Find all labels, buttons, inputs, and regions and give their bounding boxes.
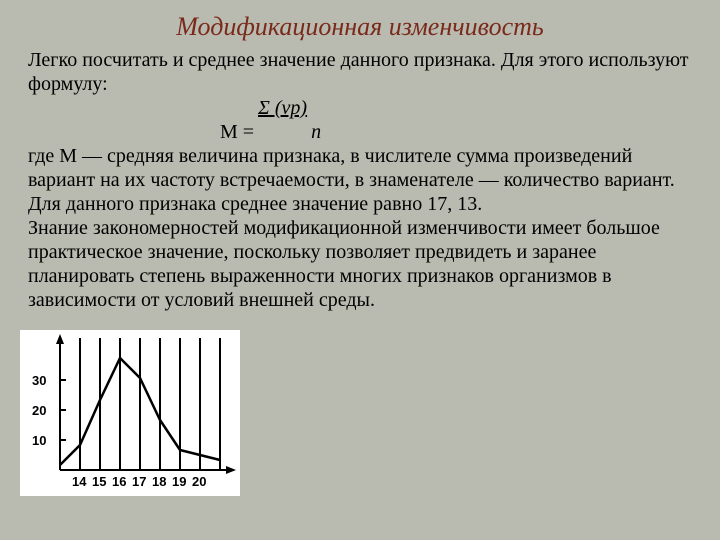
svg-text:20: 20 <box>192 474 206 489</box>
slide-title: Модификационная изменчивость <box>28 12 692 42</box>
body-text: Легко посчитать и среднее значение данно… <box>28 48 692 312</box>
svg-text:17: 17 <box>132 474 146 489</box>
svg-text:30: 30 <box>32 373 46 388</box>
formula-denominator: n <box>311 120 321 144</box>
svg-text:14: 14 <box>72 474 87 489</box>
para3: Знание закономерностей модификационной и… <box>28 216 692 312</box>
svg-text:16: 16 <box>112 474 126 489</box>
para1-a: Легко посчитать и среднее значение данно… <box>28 49 689 95</box>
slide: Модификационная изменчивость Легко посчи… <box>0 0 720 540</box>
para2: где М — средняя величина признака, в чис… <box>28 144 692 216</box>
svg-text:10: 10 <box>32 433 46 448</box>
distribution-chart: 10 20 30 14 15 16 17 18 19 20 <box>20 330 240 496</box>
formula-m: М = <box>220 120 254 144</box>
svg-text:15: 15 <box>92 474 106 489</box>
svg-text:18: 18 <box>152 474 166 489</box>
svg-text:19: 19 <box>172 474 186 489</box>
formula-numerator: Σ (vp) <box>258 96 307 120</box>
svg-text:20: 20 <box>32 403 46 418</box>
chart-svg: 10 20 30 14 15 16 17 18 19 20 <box>20 330 240 496</box>
